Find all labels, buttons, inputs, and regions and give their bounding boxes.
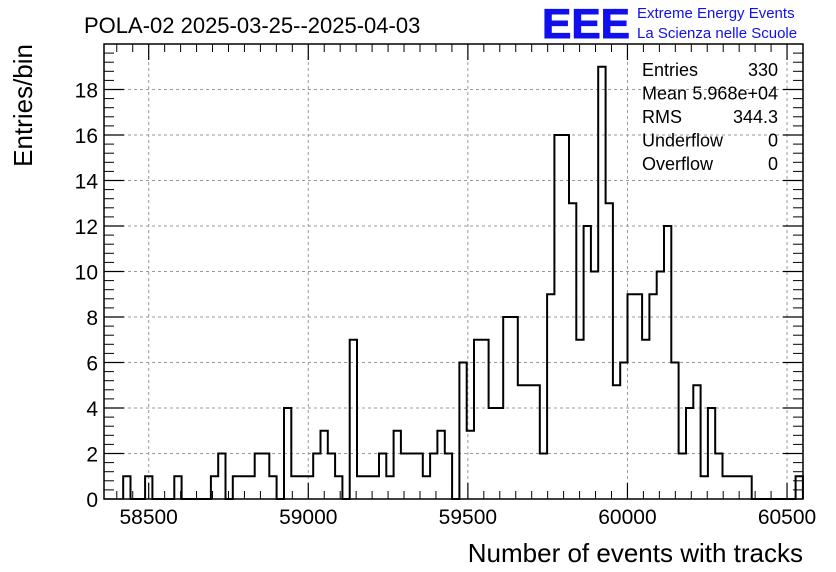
y-tick-label: 12 bbox=[75, 216, 98, 239]
y-tick-label: 8 bbox=[86, 307, 98, 330]
x-tick-label: 60500 bbox=[758, 506, 816, 529]
y-tick-label: 16 bbox=[75, 125, 98, 148]
eee-logo-line2: La Scienza nelle Scuole bbox=[637, 25, 797, 42]
eee-logo: EEE Extreme Energy Events La Scienza nel… bbox=[542, 0, 798, 48]
x-tick-label: 60000 bbox=[598, 506, 656, 529]
x-tick-label: 58500 bbox=[119, 506, 177, 529]
stats-row: Underflow 0 bbox=[642, 131, 778, 151]
stats-label: Overflow bbox=[642, 154, 714, 174]
x-tick-labels: 58500 59000 59500 60000 60500 bbox=[119, 506, 816, 529]
eee-logo-line1: Extreme Energy Events bbox=[637, 5, 795, 22]
stats-box: Entries 330 Mean 5.968e+04 RMS 344.3 Underflow… bbox=[642, 60, 778, 174]
stats-value: 330 bbox=[748, 60, 778, 80]
stats-value: 5.968e+04 bbox=[692, 84, 778, 104]
stats-row: Mean 5.968e+04 bbox=[642, 84, 778, 104]
x-tick-label: 59500 bbox=[439, 506, 497, 529]
stats-row: RMS 344.3 bbox=[642, 107, 778, 127]
histogram-line bbox=[122, 65, 804, 500]
y-tick-labels: 0 2 4 6 8 10 12 14 16 18 bbox=[75, 80, 99, 513]
chart-title: POLA-02 2025-03-25--2025-04-03 bbox=[84, 13, 420, 38]
x-tick-label: 59000 bbox=[279, 506, 337, 529]
y-tick-label: 0 bbox=[86, 489, 98, 512]
stats-label: Mean bbox=[642, 84, 687, 104]
y-tick-label: 4 bbox=[86, 398, 98, 421]
eee-logo-mark: EEE bbox=[542, 0, 630, 47]
stats-row: Entries 330 bbox=[642, 60, 778, 80]
stats-label: Entries bbox=[642, 60, 698, 80]
grid-lines bbox=[104, 44, 803, 499]
y-tick-label: 10 bbox=[75, 262, 98, 285]
stats-value: 344.3 bbox=[733, 107, 778, 127]
y-tick-label: 6 bbox=[86, 353, 98, 376]
y-tick-label: 14 bbox=[75, 171, 99, 194]
x-axis-label: Number of events with tracks bbox=[468, 538, 803, 568]
stats-row: Overflow 0 bbox=[642, 154, 778, 174]
stats-value: 0 bbox=[768, 131, 778, 151]
stats-label: RMS bbox=[642, 107, 682, 127]
y-axis-label: Entries/bin bbox=[8, 44, 38, 167]
y-tick-label: 18 bbox=[75, 80, 98, 103]
axis-ticks bbox=[104, 44, 803, 500]
y-tick-label: 2 bbox=[86, 444, 98, 467]
stats-label: Underflow bbox=[642, 131, 724, 151]
stats-value: 0 bbox=[768, 154, 778, 174]
